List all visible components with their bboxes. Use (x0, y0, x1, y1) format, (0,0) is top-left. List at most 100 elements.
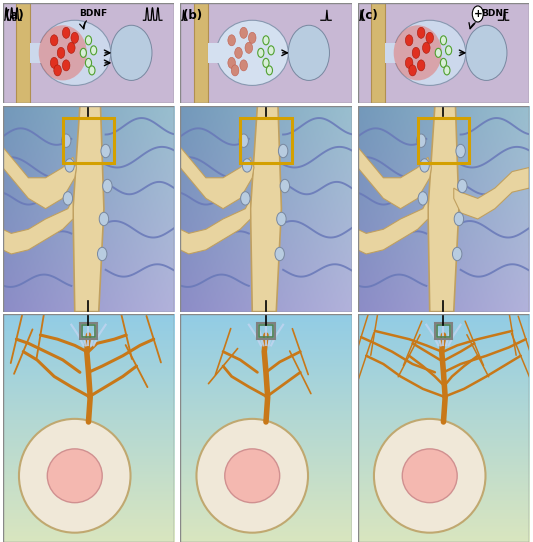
Bar (80, 322, 97, 339)
Ellipse shape (47, 449, 102, 502)
Polygon shape (3, 3, 174, 103)
Circle shape (62, 27, 70, 38)
Circle shape (409, 65, 416, 76)
Circle shape (435, 48, 441, 57)
Ellipse shape (394, 25, 442, 80)
Ellipse shape (111, 25, 152, 80)
Circle shape (258, 48, 264, 57)
Ellipse shape (19, 419, 131, 533)
Ellipse shape (394, 20, 466, 86)
Text: (c): (c) (360, 9, 378, 22)
Polygon shape (457, 46, 471, 60)
Text: +: + (473, 9, 482, 19)
Text: (b): (b) (183, 9, 202, 22)
Ellipse shape (103, 179, 112, 193)
Circle shape (248, 33, 256, 43)
Circle shape (406, 57, 413, 68)
Polygon shape (280, 46, 294, 60)
Circle shape (268, 46, 274, 55)
Ellipse shape (456, 144, 465, 158)
Bar (240, 118, 292, 163)
Ellipse shape (453, 247, 462, 261)
Circle shape (71, 33, 78, 43)
Circle shape (228, 35, 236, 46)
Circle shape (440, 59, 447, 67)
Ellipse shape (416, 134, 426, 147)
Circle shape (68, 42, 75, 53)
Circle shape (85, 59, 92, 67)
Ellipse shape (418, 192, 427, 205)
Ellipse shape (243, 159, 252, 172)
Bar (418, 118, 469, 163)
Polygon shape (194, 3, 208, 103)
Circle shape (417, 27, 425, 38)
Polygon shape (358, 198, 428, 254)
Bar (82, 325, 95, 337)
Ellipse shape (241, 192, 250, 205)
Ellipse shape (65, 159, 74, 172)
Polygon shape (385, 43, 401, 63)
Ellipse shape (39, 25, 87, 80)
Circle shape (51, 57, 58, 68)
Circle shape (472, 6, 483, 22)
Circle shape (235, 47, 243, 59)
Polygon shape (180, 147, 254, 209)
Ellipse shape (101, 144, 110, 158)
Circle shape (263, 36, 269, 45)
Polygon shape (30, 43, 46, 63)
Polygon shape (454, 167, 529, 219)
Polygon shape (208, 43, 223, 63)
Circle shape (263, 59, 269, 67)
Polygon shape (3, 198, 73, 254)
Text: (a): (a) (5, 9, 24, 22)
Ellipse shape (278, 144, 288, 158)
Ellipse shape (402, 449, 457, 502)
Circle shape (245, 42, 253, 53)
Polygon shape (372, 3, 385, 103)
Ellipse shape (458, 179, 467, 193)
Bar (437, 325, 450, 337)
Circle shape (51, 35, 58, 46)
Bar (257, 322, 274, 339)
Bar (259, 325, 273, 337)
Circle shape (240, 27, 247, 38)
Ellipse shape (39, 20, 111, 86)
Circle shape (426, 33, 433, 43)
Ellipse shape (280, 179, 289, 193)
Circle shape (446, 46, 451, 55)
Circle shape (423, 42, 430, 53)
Ellipse shape (61, 134, 71, 147)
Circle shape (57, 47, 65, 59)
Ellipse shape (216, 20, 288, 86)
Ellipse shape (197, 419, 308, 533)
Ellipse shape (374, 419, 486, 533)
Circle shape (231, 65, 239, 76)
Ellipse shape (454, 212, 464, 225)
Circle shape (54, 65, 61, 76)
Ellipse shape (466, 25, 507, 80)
Ellipse shape (277, 212, 286, 225)
Ellipse shape (275, 247, 285, 261)
Circle shape (85, 36, 92, 45)
Text: BDNF: BDNF (79, 10, 108, 18)
Polygon shape (3, 147, 76, 209)
Ellipse shape (98, 247, 107, 261)
Circle shape (406, 35, 413, 46)
Circle shape (417, 60, 425, 71)
Circle shape (80, 48, 86, 57)
Ellipse shape (239, 134, 248, 147)
Circle shape (412, 47, 420, 59)
Circle shape (266, 66, 272, 75)
Circle shape (89, 66, 95, 75)
Circle shape (240, 60, 247, 71)
Circle shape (444, 66, 450, 75)
Ellipse shape (63, 192, 72, 205)
Polygon shape (180, 3, 352, 103)
Circle shape (228, 57, 236, 68)
Ellipse shape (420, 159, 429, 172)
Polygon shape (17, 3, 30, 103)
Bar (435, 322, 452, 339)
Ellipse shape (99, 212, 109, 225)
Polygon shape (358, 3, 529, 103)
Circle shape (91, 46, 96, 55)
